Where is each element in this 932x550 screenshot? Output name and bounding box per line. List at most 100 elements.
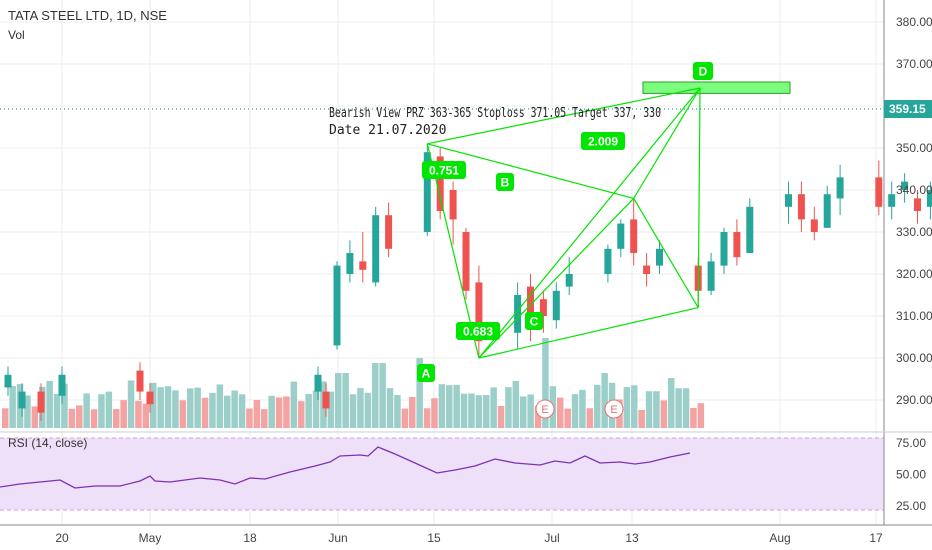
candle-body[interactable] (901, 181, 909, 190)
volume-bar (564, 408, 571, 428)
candle-body[interactable] (37, 391, 45, 413)
candle-body[interactable] (449, 190, 457, 220)
candle-body[interactable] (322, 391, 330, 409)
candle-body[interactable] (136, 370, 144, 392)
earnings-marker[interactable] (604, 399, 624, 419)
candle-body[interactable] (823, 194, 831, 228)
candle-body[interactable] (656, 248, 663, 266)
candle-body[interactable] (630, 219, 638, 253)
candle-body[interactable] (552, 290, 560, 321)
candle-body[interactable] (785, 194, 792, 207)
candle-body[interactable] (707, 261, 715, 291)
candle-body[interactable] (514, 295, 522, 333)
volume-bar (483, 395, 490, 428)
rsi-axis[interactable]: 25.00 50.00 75.00 (896, 436, 926, 513)
ratio-bd-label[interactable] (581, 132, 625, 150)
volume-bar (645, 391, 653, 428)
candle-body[interactable] (146, 391, 154, 405)
candle-body[interactable] (617, 223, 625, 249)
candle-body[interactable] (314, 374, 322, 392)
candle-body[interactable] (372, 215, 380, 283)
time-tick-label: 20 (55, 531, 69, 545)
prz-zone[interactable] (642, 81, 791, 94)
candle-body[interactable] (385, 215, 393, 249)
time-tick-label: 15 (427, 531, 441, 545)
volume-bar (579, 389, 586, 428)
candle-body[interactable] (4, 374, 12, 388)
point-a-label[interactable] (417, 364, 435, 382)
volume-bar (623, 387, 631, 428)
price-tick-label: 340.00 (896, 183, 932, 197)
volume-bar (246, 408, 253, 428)
candle-body[interactable] (733, 232, 741, 258)
candle-body[interactable] (18, 391, 26, 409)
volume-bar (305, 393, 312, 428)
pattern-leg (427, 87, 701, 145)
earnings-marker-text: E (610, 404, 617, 416)
symbol-title[interactable]: TATA STEEL LTD, 1D, NSE (8, 8, 167, 23)
candle-body[interactable] (746, 206, 754, 253)
time-tick-label: 17 (869, 531, 883, 545)
volume-bar (668, 378, 675, 428)
price-tick-label: 310.00 (896, 309, 932, 323)
volume-bar (660, 400, 668, 428)
volume-bar (105, 391, 113, 428)
volume-bar (275, 397, 283, 428)
candle-body[interactable] (643, 265, 651, 274)
candle-body[interactable] (475, 282, 483, 342)
candle-body[interactable] (875, 177, 883, 207)
price-tick-label: 320.00 (896, 267, 932, 281)
volume-bar (446, 385, 453, 428)
candle-body[interactable] (810, 219, 818, 232)
ratio-xb-label[interactable] (422, 161, 466, 179)
candle-body[interactable] (565, 274, 573, 287)
rsi-tick-label: 50.00 (896, 468, 926, 482)
volume-bar (179, 400, 187, 428)
volume-bar (68, 408, 76, 428)
volume-bar (571, 394, 579, 428)
candle-body[interactable] (604, 248, 612, 274)
volume-bar (224, 395, 231, 428)
volume-bar (475, 395, 483, 428)
point-b-label[interactable] (496, 173, 514, 191)
candle-body[interactable] (423, 152, 431, 232)
volume-bar (438, 384, 446, 428)
point-d-label[interactable] (693, 62, 713, 80)
time-tick-label: May (139, 531, 162, 545)
candle-body[interactable] (527, 286, 534, 329)
ratio-ac-label[interactable] (456, 322, 500, 340)
rsi-band (0, 438, 884, 510)
price-tick-label: 350.00 (896, 141, 932, 155)
candle-body[interactable] (436, 156, 444, 211)
candle-body[interactable] (333, 265, 341, 346)
candle-body[interactable] (720, 232, 728, 266)
annotation-line-2[interactable]: Date 21.07.2020 (329, 123, 446, 138)
volume-bar (24, 395, 31, 428)
candle-body[interactable] (58, 374, 66, 396)
candle-body[interactable] (539, 299, 547, 316)
annotation-line-1[interactable]: Bearish View PRZ 363-365 Stoploss 371.05… (329, 106, 661, 121)
candlesticks[interactable] (4, 143, 932, 421)
volume-bar (386, 388, 394, 428)
harmonic-pattern[interactable]: A B C D 0.751 0.683 2.009 E E (417, 62, 791, 419)
volume-bar (505, 387, 512, 428)
last-price-badge (884, 100, 932, 118)
candle-body[interactable] (462, 232, 470, 291)
time-axis[interactable]: 20 May 18 Jun 15 Jul 13 Aug 17 (55, 531, 883, 545)
candle-body[interactable] (926, 190, 932, 207)
volume-bar (394, 395, 401, 428)
candle-body[interactable] (346, 253, 354, 274)
rsi-legend[interactable]: RSI (14, close) (8, 436, 87, 450)
time-tick-label: Jun (328, 531, 347, 545)
volume-legend[interactable]: Vol (8, 28, 25, 42)
point-c-label[interactable] (525, 312, 543, 330)
point-a-label-text: A (422, 367, 431, 381)
candle-body[interactable] (836, 177, 844, 199)
candle-body[interactable] (797, 194, 805, 220)
candle-body[interactable] (888, 194, 896, 207)
candle-body[interactable] (914, 198, 921, 211)
candle-body[interactable] (359, 261, 367, 270)
earnings-marker[interactable] (535, 399, 555, 419)
volume-bar (142, 403, 150, 428)
